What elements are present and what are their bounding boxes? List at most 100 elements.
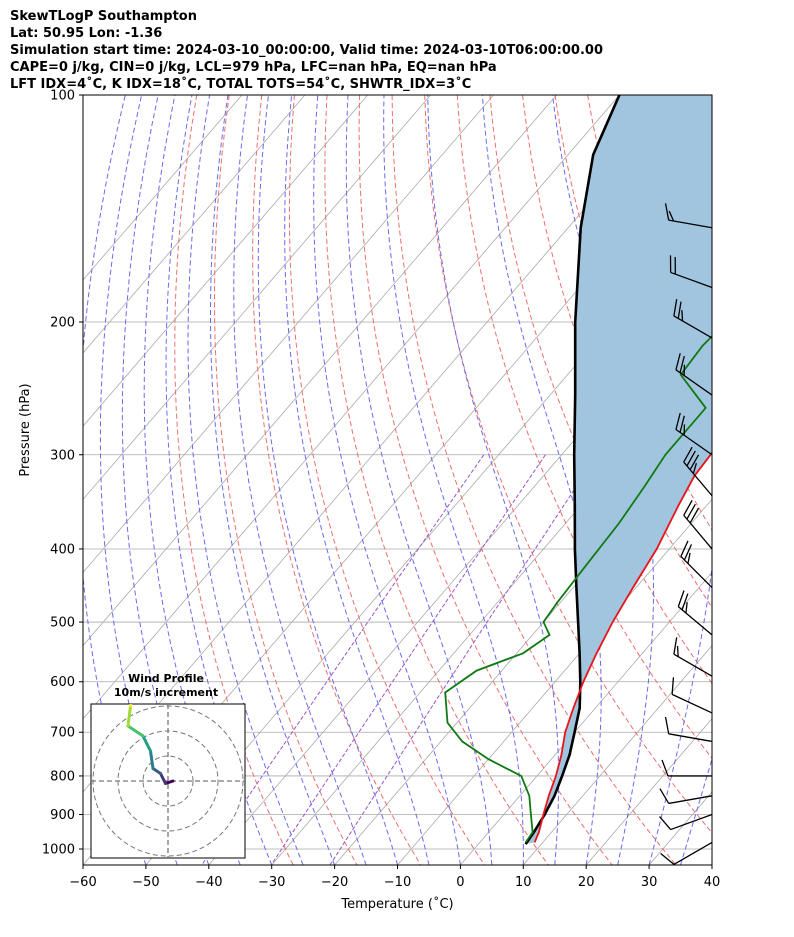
isotherm-line: [83, 95, 369, 427]
plot-area: [83, 95, 794, 865]
moist-adiabat: [383, 95, 524, 865]
moist-adiabat: [744, 95, 794, 865]
isotherm-line: [83, 95, 557, 647]
isotherm-line: [271, 352, 712, 865]
dry-adiabat: [214, 95, 358, 865]
moist-adiabat: [233, 95, 367, 865]
dry-adiabat: [489, 95, 712, 685]
x-tick-label: −40: [195, 875, 222, 890]
dry-adiabat: [783, 95, 794, 865]
location-line: Lat: 50.95 Lon: -1.36: [10, 26, 163, 41]
x-tick-label: 30: [641, 875, 658, 890]
moist-adiabat: [345, 95, 493, 865]
hodograph-segment: [159, 772, 167, 785]
hodograph-subtitle: 10m/s increment: [114, 686, 218, 699]
wind-barb: [669, 255, 713, 289]
wind-barb: [671, 677, 713, 714]
wind-barb: [683, 500, 713, 550]
y-tick-label: 500: [50, 616, 75, 631]
y-tick-label: 700: [50, 726, 75, 741]
wind-barb: [664, 716, 713, 743]
x-tick-label: −10: [384, 875, 411, 890]
x-tick-label: −30: [258, 875, 285, 890]
moist-adiabat: [481, 95, 602, 865]
wind-barb: [661, 759, 712, 777]
time-line: Simulation start time: 2024-03-10_00:00:…: [10, 43, 603, 58]
y-tick-label: 400: [50, 542, 75, 557]
moist-adiabat: [284, 95, 430, 865]
mixing-ratio-line: [270, 454, 546, 865]
dry-adiabat: [174, 95, 294, 865]
dry-adiabat: [252, 95, 422, 865]
y-tick-label: 100: [50, 89, 75, 104]
isotherm-line: [397, 498, 712, 865]
wind-barb: [664, 203, 713, 229]
moist-adiabat: [187, 95, 304, 865]
dry-adiabat: [456, 95, 712, 760]
wind-barb: [677, 590, 713, 636]
moist-adiabat: [427, 95, 560, 865]
hodograph-segment: [149, 749, 155, 770]
x-tick-label: −60: [69, 875, 96, 890]
moist-adiabat: [257, 95, 398, 865]
hodograph-segment: [151, 767, 162, 775]
dry-adiabat: [324, 95, 549, 865]
y-tick-label: 900: [50, 808, 75, 823]
wind-barb: [680, 540, 713, 588]
wind-barb: [660, 841, 713, 865]
y-tick-label: 200: [50, 315, 75, 330]
temperature-profile-line: [533, 451, 712, 843]
x-axis-label: Temperature (˚C): [340, 896, 453, 912]
y-tick-label: 1000: [42, 843, 75, 858]
hodograph-segment: [126, 704, 132, 728]
chart-header: SkewTLogP Southampton Lat: 50.95 Lon: -1…: [10, 8, 603, 93]
hodograph-segment: [126, 724, 145, 738]
isotherm-line: [585, 718, 712, 865]
wind-barb: [673, 298, 713, 339]
hodograph-ring: [142, 755, 194, 807]
x-tick-label: 0: [456, 875, 464, 890]
x-tick-label: −20: [321, 875, 348, 890]
dry-adiabat: [288, 95, 485, 865]
moist-adiabat: [644, 95, 712, 865]
mixing-ratio-line: [329, 454, 598, 865]
indices-line-2: LFT IDX=4˚C, K IDX=18˚C, TOTAL TOTS=54˚C…: [10, 77, 472, 92]
indices-line-1: CAPE=0 j/kg, CIN=0 j/kg, LCL=979 hPa, LF…: [10, 60, 497, 75]
y-tick-label: 600: [50, 675, 75, 690]
isotherm-line: [83, 95, 306, 354]
moist-adiabat: [711, 863, 712, 865]
dry-adiabat: [424, 95, 712, 834]
wind-barb: [683, 446, 713, 497]
wind-barb: [673, 637, 713, 677]
wind-barb: [659, 813, 713, 831]
isotherm-line: [83, 95, 243, 281]
dry-adiabat: [391, 95, 677, 865]
y-tick-label: 800: [50, 769, 75, 784]
moist-adiabat: [210, 95, 336, 865]
isotherm-line: [83, 95, 494, 574]
cape-shading: [525, 95, 712, 845]
moist-adiabat: [165, 95, 273, 865]
dewpoint-profile-line: [444, 334, 712, 843]
isotherm-line: [522, 644, 712, 865]
hodograph-segment: [141, 734, 152, 753]
chart-title: SkewTLogP Southampton: [10, 9, 197, 24]
hodograph-title: Wind Profile: [128, 672, 204, 685]
dry-adiabat: [751, 95, 794, 865]
isotherm-line: [83, 95, 432, 500]
wind-barb: [659, 788, 713, 805]
y-tick-label: 300: [50, 448, 75, 463]
wind-barb: [675, 353, 713, 396]
parcel-profile-line: [524, 95, 621, 845]
x-tick-label: −50: [132, 875, 159, 890]
isotherm-line: [83, 95, 620, 720]
x-tick-label: 40: [704, 875, 721, 890]
x-tick-label: 20: [578, 875, 595, 890]
isotherm-line: [711, 864, 712, 865]
wind-barb: [675, 412, 713, 456]
x-tick-label: 10: [515, 875, 532, 890]
y-axis-label: Pressure (hPa): [18, 383, 33, 476]
